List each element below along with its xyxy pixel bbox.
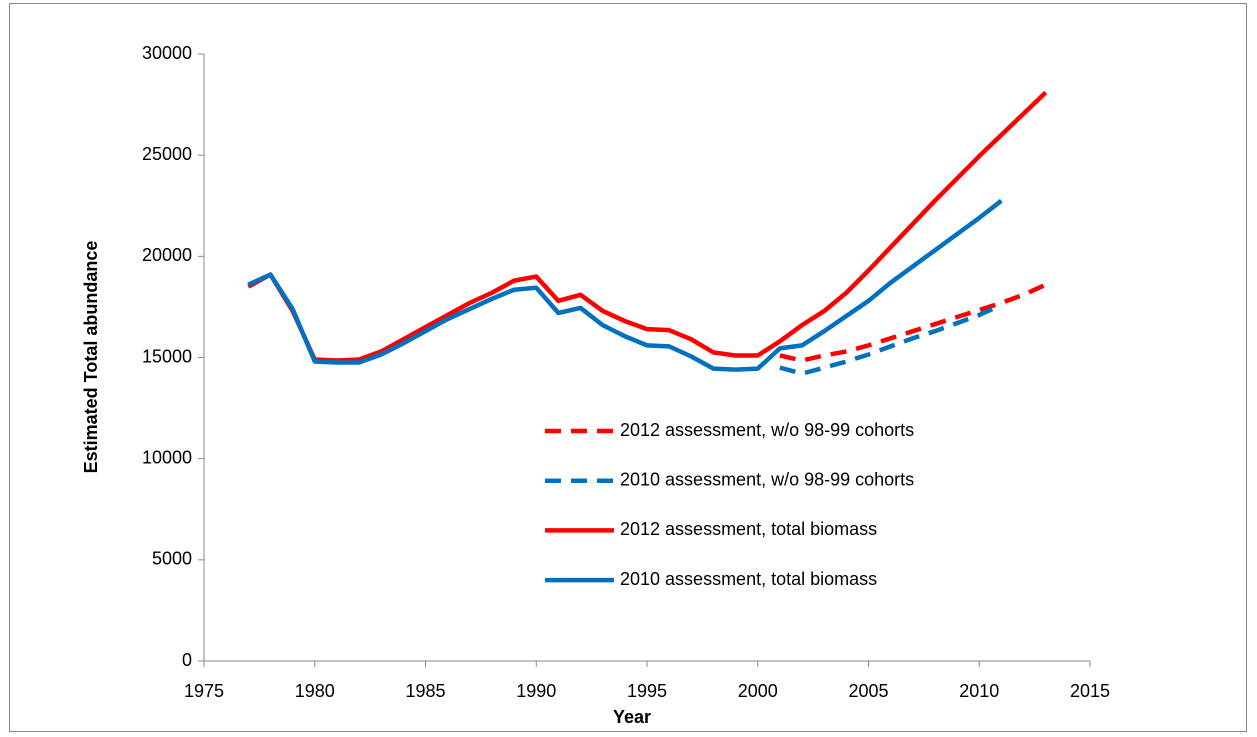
y-tick-label: 10000 — [142, 447, 192, 467]
x-tick-label: 1995 — [627, 681, 667, 701]
series-line — [779, 302, 1003, 376]
chart-border — [9, 3, 1247, 732]
legend-label: 2010 assessment, total biomass — [620, 569, 877, 589]
x-tick-label: 1980 — [295, 681, 335, 701]
x-tick-label: 2000 — [738, 681, 778, 701]
series-line — [247, 90, 1048, 363]
y-tick-label: 0 — [182, 650, 192, 670]
series-line — [779, 282, 1047, 363]
series-line — [247, 198, 1003, 372]
legend-label: 2010 assessment, w/o 98-99 cohorts — [620, 469, 914, 489]
y-tick-label: 5000 — [152, 549, 192, 569]
legend-label: 2012 assessment, total biomass — [620, 519, 877, 539]
x-tick-label: 1985 — [405, 681, 445, 701]
x-tick-label: 1975 — [184, 681, 224, 701]
x-tick-label: 2005 — [848, 681, 888, 701]
y-tick-label: 15000 — [142, 346, 192, 366]
x-tick-label: 2015 — [1070, 681, 1110, 701]
x-tick-label: 2010 — [959, 681, 999, 701]
y-axis-label: Estimated Total abundance — [81, 241, 101, 474]
x-axis-label: Year — [613, 707, 651, 727]
legend-label: 2012 assessment, w/o 98-99 cohorts — [620, 420, 914, 440]
y-tick-label: 25000 — [142, 144, 192, 164]
y-tick-label: 30000 — [142, 43, 192, 63]
y-tick-label: 20000 — [142, 245, 192, 265]
x-tick-label: 1990 — [516, 681, 556, 701]
